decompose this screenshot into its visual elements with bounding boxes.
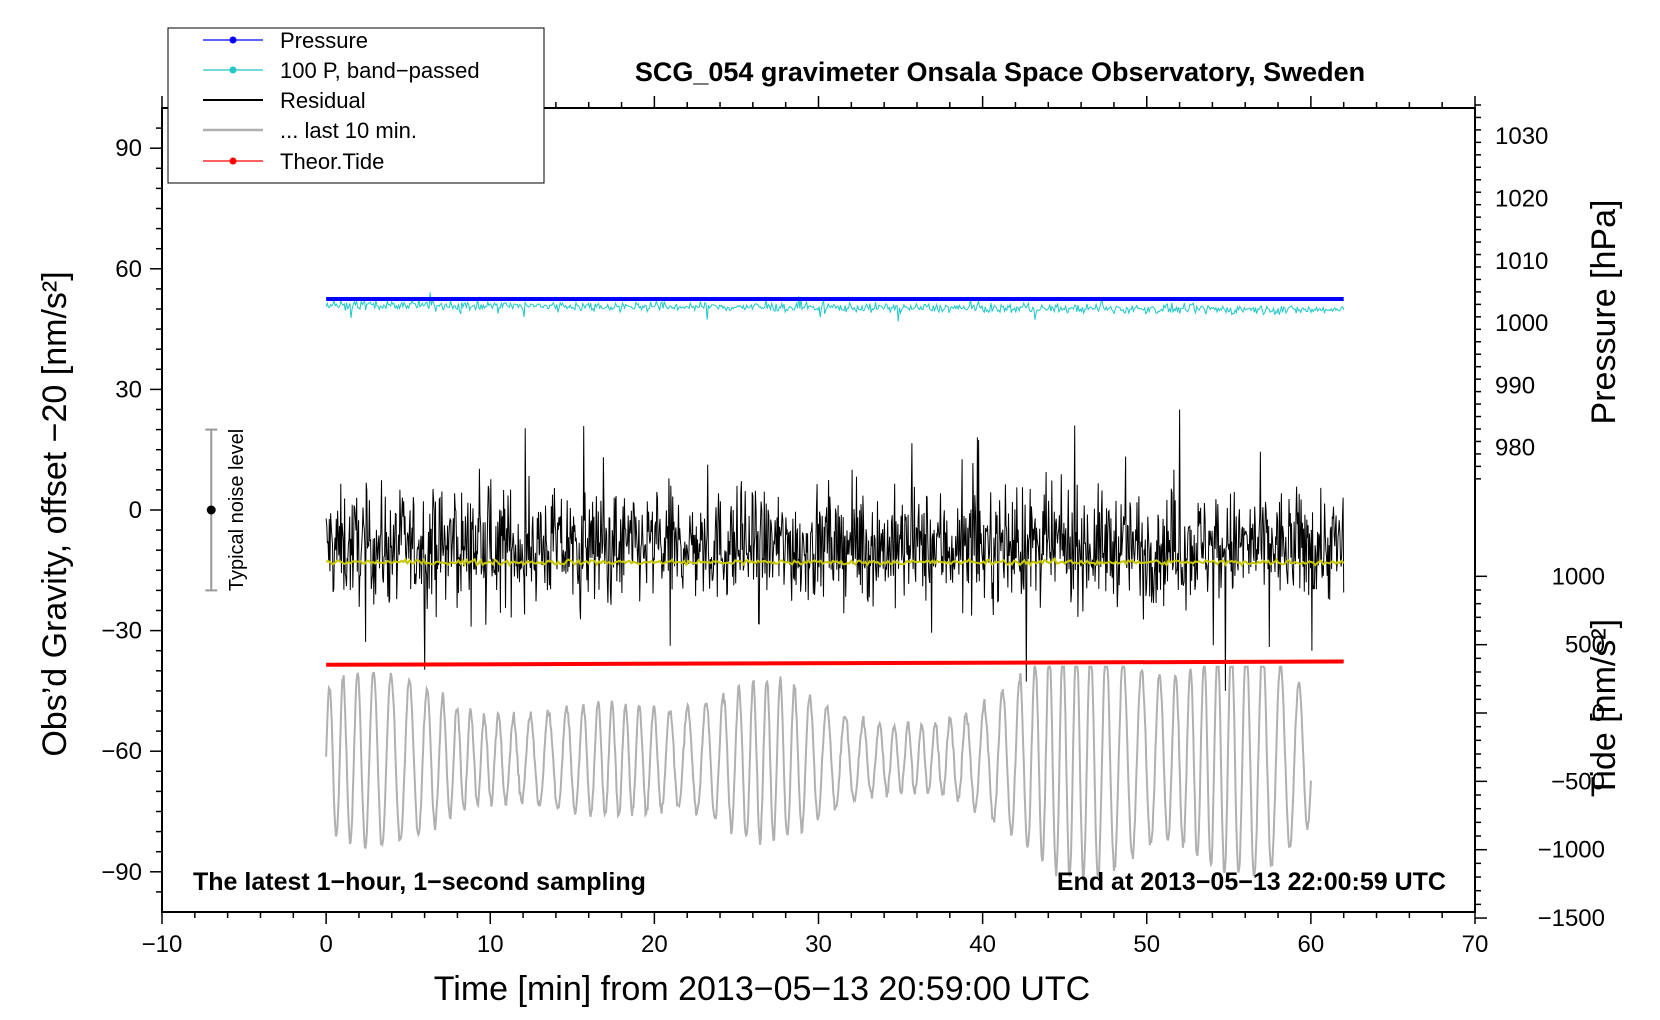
x-tick-label: 40 — [969, 931, 996, 958]
sampling-note: The latest 1−hour, 1−second sampling — [193, 868, 646, 896]
y-tick-label: −30 — [101, 618, 142, 645]
x-axis-title: Time [min] from 2013−05−13 20:59:00 UTC — [434, 970, 1090, 1008]
y-tick-label: 0 — [129, 497, 142, 524]
legend-residual-label: Residual — [280, 88, 366, 113]
noise-level-indicator: Typical noise level — [205, 428, 248, 592]
pressure-axis-title: Pressure [hPa] — [1585, 200, 1623, 425]
y-tick-label: 30 — [115, 376, 142, 403]
tide-axis-title: Tide [nm/s²] — [1585, 619, 1623, 797]
legend-last10-label: ... last 10 min. — [280, 118, 417, 143]
pressure-tick-label: 1000 — [1495, 310, 1548, 337]
x-tick-label: 50 — [1133, 931, 1160, 958]
chart-title: SCG_054 gravimeter Onsala Space Observat… — [635, 57, 1365, 87]
legend-pressure-marker — [229, 36, 237, 44]
x-tick-label: −10 — [142, 931, 183, 958]
y-axis-title: Obs’d Gravity, offset −20 [nm/s²] — [36, 271, 74, 756]
pressure-tick-label: 1030 — [1495, 123, 1548, 150]
legend-box — [167, 27, 545, 184]
last-10-min-line — [325, 665, 1312, 882]
end-time-note: End at 2013−05−13 22:00:59 UTC — [1057, 868, 1446, 896]
x-tick-label: 0 — [319, 931, 332, 958]
pressure-tick-label: 990 — [1495, 372, 1535, 399]
legend-tide-label: Theor.Tide — [280, 149, 384, 174]
legend-pressure-label: Pressure — [280, 28, 368, 53]
noise-level-label: Typical noise level — [226, 429, 248, 591]
series-layer — [325, 292, 1345, 882]
y-tick-label: −60 — [101, 738, 142, 765]
tide-tick-label: 1000 — [1552, 563, 1605, 590]
legend-tide-marker — [229, 157, 237, 165]
band-passed-line — [325, 292, 1345, 322]
x-tick-label: 70 — [1462, 931, 1489, 958]
legend-band-passed-label: 100 P, band−passed — [280, 58, 480, 83]
tide-tick-label: −1000 — [1538, 837, 1605, 864]
residual-line — [325, 409, 1345, 691]
noise-bar-center-dot — [206, 505, 216, 515]
x-tick-label: 60 — [1298, 931, 1325, 958]
y-tick-label: 90 — [115, 135, 142, 162]
y-tick-label: −90 — [101, 859, 142, 886]
pressure-tick-label: 1020 — [1495, 185, 1548, 212]
residual-mean-line — [325, 557, 1345, 568]
y-tick-label: 60 — [115, 256, 142, 283]
ticks-layer: −10 0 10 20 30 40 50 60 709060300−30−60−90103010… — [101, 96, 1605, 958]
pressure-tick-label: 1010 — [1495, 248, 1548, 275]
x-tick-label: 10 — [477, 931, 504, 958]
tide-tick-label: −500 — [1551, 768, 1605, 795]
plot-frame — [161, 107, 1476, 913]
tide-tick-label: −1500 — [1538, 905, 1605, 932]
pressure-tick-label: 980 — [1495, 435, 1535, 462]
legend: Pressure 100 P, band−passed Residual ...… — [167, 27, 545, 184]
legend-band-passed-marker — [229, 66, 237, 74]
tide-tick-label: 500 — [1565, 632, 1605, 659]
x-tick-label: 30 — [805, 931, 832, 958]
x-tick-label: 20 — [641, 931, 668, 958]
tide-tick-label: 0 — [1592, 700, 1605, 727]
tide-line — [326, 659, 1344, 667]
